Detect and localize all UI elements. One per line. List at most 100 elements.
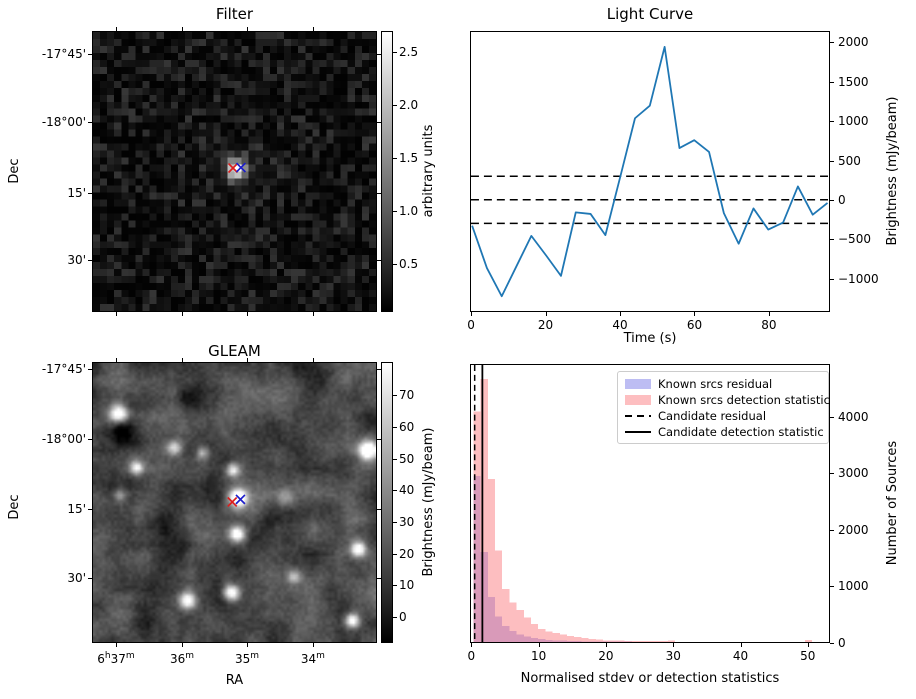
tick-mark bbox=[88, 122, 92, 124]
filter-markers-overlay bbox=[227, 162, 247, 174]
legend-item-known-srcs-residual: Known srcs residual bbox=[625, 377, 821, 391]
tick-mark bbox=[88, 54, 92, 56]
histogram-bar bbox=[667, 640, 676, 642]
tick-mark bbox=[377, 260, 381, 261]
tick-mark bbox=[620, 312, 622, 316]
tick-mark bbox=[830, 473, 834, 475]
histogram-bar bbox=[473, 411, 481, 642]
light-curve-title: Light Curve bbox=[606, 5, 694, 23]
gleam-markers-overlay bbox=[227, 494, 246, 508]
tick-mark bbox=[393, 426, 397, 428]
legend-swatch-candidate-residual bbox=[625, 414, 651, 417]
y-tick-label: 500 bbox=[838, 153, 861, 168]
histogram-plot bbox=[473, 365, 813, 642]
y-tick-label: 2000 bbox=[838, 522, 869, 537]
histogram-bar bbox=[631, 641, 640, 642]
histogram-y-axis-label: Number of Sources bbox=[885, 440, 900, 566]
legend-swatch-candidate-detection-statistic bbox=[625, 430, 651, 433]
tick-mark bbox=[740, 643, 742, 647]
ra-tick-label: 6h37m bbox=[97, 651, 135, 666]
histogram-bar bbox=[660, 641, 668, 642]
tick-mark bbox=[830, 42, 834, 44]
tick-mark bbox=[830, 160, 834, 162]
histogram-bar bbox=[494, 616, 503, 642]
tick-mark bbox=[88, 508, 92, 510]
legend-label: Known srcs detection statistic bbox=[658, 392, 830, 407]
dec-tick-label: -18°00' bbox=[41, 115, 86, 130]
x-tick-label: 20 bbox=[537, 318, 554, 332]
tick-mark bbox=[88, 192, 92, 194]
histogram-bar bbox=[530, 624, 539, 642]
x-tick-label: 0 bbox=[467, 318, 475, 332]
histogram-bar bbox=[617, 640, 625, 642]
histogram-bar bbox=[480, 379, 488, 642]
legend-item-candidate-residual: Candidate residual bbox=[625, 409, 821, 423]
x-tick-label: 0 bbox=[467, 649, 476, 663]
tick-mark bbox=[393, 394, 397, 396]
dec-tick-label: 15' bbox=[67, 501, 86, 516]
histogram-bar bbox=[804, 640, 813, 642]
histogram-bar bbox=[516, 634, 524, 642]
ra-tick-label: 35m bbox=[235, 651, 260, 666]
histogram-bar bbox=[545, 639, 553, 642]
x-tick-label: 50 bbox=[800, 649, 816, 663]
histogram-bar bbox=[588, 638, 596, 642]
histogram-bar bbox=[487, 597, 495, 642]
tick-mark bbox=[830, 81, 834, 83]
tick-mark bbox=[115, 358, 117, 362]
histogram-bar bbox=[516, 609, 524, 642]
tick-mark bbox=[377, 192, 381, 194]
colorbar-tick-label: 20 bbox=[399, 546, 415, 561]
tick-mark bbox=[312, 27, 314, 31]
histogram-bar bbox=[530, 638, 539, 642]
dec-tick-label: -17°45' bbox=[41, 362, 86, 377]
histogram-bar bbox=[545, 631, 553, 642]
filter-title: Filter bbox=[215, 5, 254, 23]
light-curve-axes bbox=[470, 31, 830, 312]
legend-item-known-srcs-detection-statistic: Known srcs detection statistic bbox=[625, 393, 830, 407]
legend-swatch-known-srcs-detection-statistic bbox=[625, 394, 651, 405]
tick-mark bbox=[471, 643, 473, 647]
tick-mark bbox=[88, 260, 92, 261]
tick-mark bbox=[115, 643, 117, 647]
colorbar-tick-label: 40 bbox=[399, 483, 415, 498]
tick-mark bbox=[312, 312, 314, 316]
x-tick-label: 20 bbox=[598, 649, 614, 663]
tick-mark bbox=[88, 578, 92, 580]
histogram-bar bbox=[487, 479, 495, 642]
tick-mark bbox=[538, 643, 540, 647]
colorbar-tick-label: 2.5 bbox=[399, 45, 419, 60]
tick-mark bbox=[694, 312, 696, 316]
x-tick-label: 30 bbox=[665, 649, 681, 663]
dec-tick-label: 30' bbox=[67, 571, 86, 586]
gleam-title: GLEAM bbox=[208, 342, 261, 360]
tick-mark bbox=[377, 122, 381, 124]
x-tick-label: 60 bbox=[686, 318, 703, 332]
tick-mark bbox=[115, 27, 117, 31]
histogram-x-axis-label: Normalised stdev or detection statistics bbox=[520, 671, 780, 686]
colorbar-tick-label: 0 bbox=[399, 609, 407, 624]
filter-colorbar-label: arbitrary units bbox=[421, 124, 436, 218]
histogram-bar bbox=[574, 637, 582, 642]
histogram-bar bbox=[581, 641, 589, 642]
y-tick-label: −500 bbox=[838, 232, 871, 247]
histogram-bar bbox=[588, 641, 596, 642]
dec-tick-label: -17°45' bbox=[41, 47, 86, 62]
tick-mark bbox=[88, 369, 92, 371]
tick-mark bbox=[377, 54, 381, 56]
blue-x-marker bbox=[235, 162, 247, 173]
x-tick-label: 80 bbox=[761, 318, 777, 332]
histogram-bar bbox=[567, 636, 575, 642]
y-tick-label: 1000 bbox=[838, 579, 869, 594]
tick-mark bbox=[247, 27, 249, 31]
gleam-image-axes bbox=[92, 362, 377, 643]
histogram-bar bbox=[581, 638, 589, 642]
tick-mark bbox=[807, 643, 809, 647]
red-x-marker bbox=[227, 162, 239, 174]
gleam-colorbar bbox=[381, 362, 393, 643]
tick-mark bbox=[393, 104, 397, 106]
colorbar-tick-label: 70 bbox=[399, 387, 415, 402]
filter-image bbox=[93, 32, 376, 311]
tick-mark bbox=[830, 239, 834, 241]
